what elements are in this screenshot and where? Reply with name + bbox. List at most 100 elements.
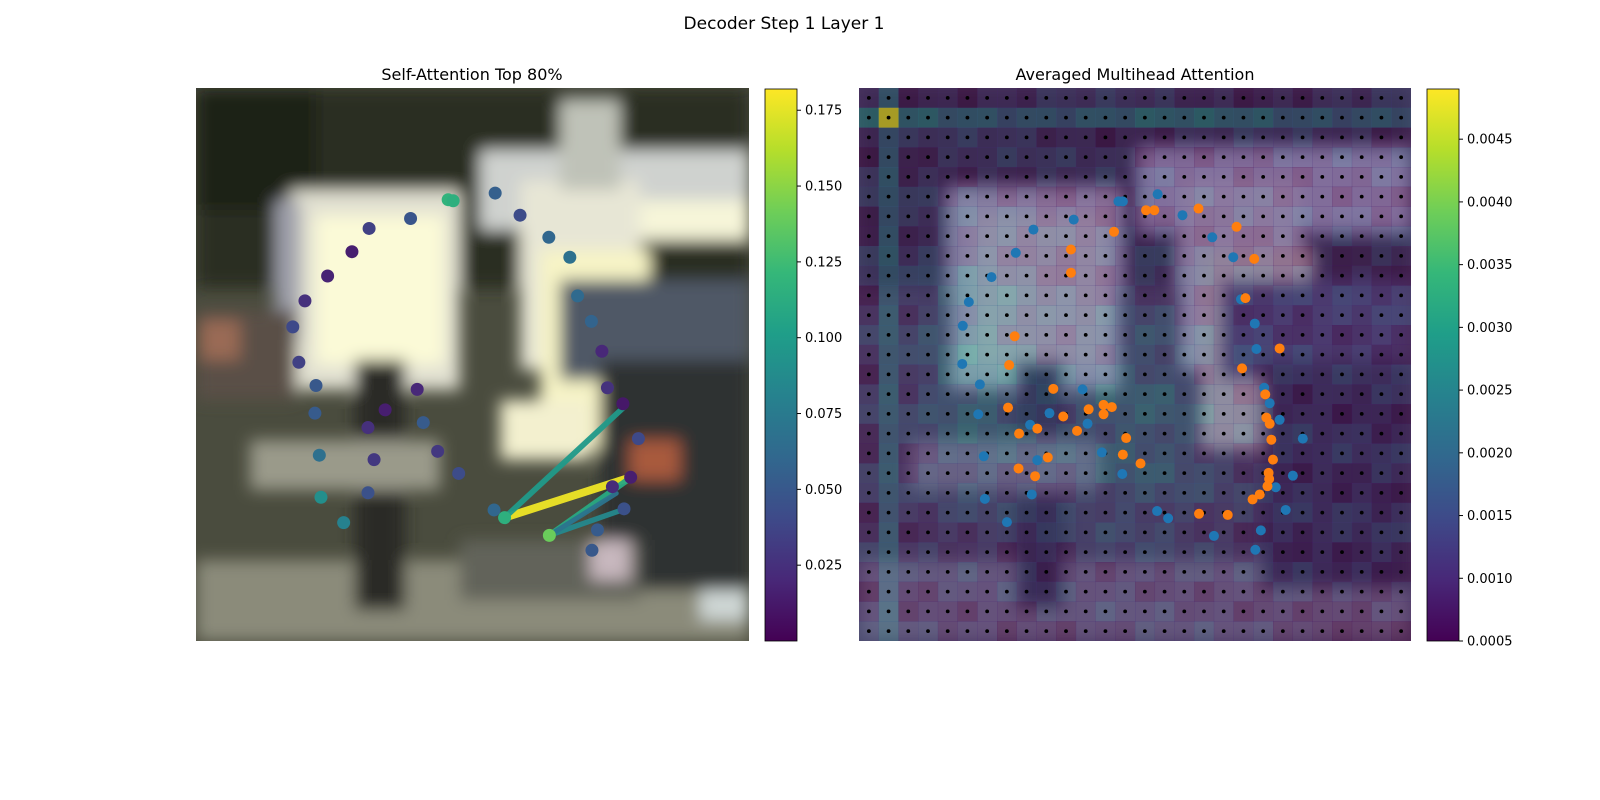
colorbar-tick-label: 0.150 — [805, 180, 842, 195]
grid-dot — [1340, 510, 1344, 515]
grid-dot — [1202, 273, 1206, 278]
grid-dot — [1182, 550, 1187, 555]
grid-dot — [866, 392, 871, 397]
grid-dot — [1261, 589, 1266, 594]
grid-dot — [1064, 253, 1068, 258]
grid-dot — [1024, 115, 1029, 120]
grid-dot — [1359, 194, 1364, 199]
grid-dot — [886, 530, 891, 535]
grid-dot — [866, 372, 871, 377]
grid-dot — [985, 530, 990, 535]
grid-dot — [1182, 569, 1187, 574]
grid-dot — [1142, 115, 1147, 120]
grid-dot — [1064, 451, 1068, 456]
keypoint-14 — [590, 523, 604, 537]
keypoint-36 — [367, 453, 381, 467]
grid-dot — [1280, 530, 1285, 535]
grid-dot — [1182, 253, 1187, 258]
grid-dot — [1399, 155, 1404, 160]
grid-dot — [1320, 392, 1325, 397]
grid-dot — [1261, 550, 1266, 555]
grid-dot — [1162, 530, 1167, 535]
grid-dot — [1359, 609, 1364, 614]
grid-dot — [1241, 273, 1246, 278]
grid-dot — [1162, 155, 1167, 160]
grid-dot — [1004, 431, 1009, 436]
grid-dot — [1083, 135, 1088, 140]
grid-dot — [1280, 273, 1285, 278]
grid-dot — [965, 471, 970, 476]
grid-dot — [965, 95, 970, 100]
grid-dot — [1221, 431, 1226, 436]
multihead-attention-colorbar-gradient — [1426, 88, 1460, 642]
grid-dot — [1340, 155, 1344, 160]
grid-dot — [866, 451, 871, 456]
grid-dot — [1261, 155, 1266, 160]
grid-dot — [886, 214, 891, 219]
grid-dot — [1280, 155, 1285, 160]
grid-dot — [985, 392, 990, 397]
grid-dot — [1300, 214, 1305, 219]
grid-dot — [926, 471, 930, 476]
grid-dot — [1399, 530, 1404, 535]
grid-dot — [1300, 609, 1305, 614]
grid-dot — [906, 372, 911, 377]
blue-point-15 — [1280, 504, 1291, 515]
grid-dot — [1044, 155, 1049, 160]
grid-dot — [1044, 194, 1049, 199]
grid-dot — [1241, 550, 1246, 555]
grid-dot — [1399, 135, 1404, 140]
grid-dot — [1280, 451, 1285, 456]
grid-dot — [1280, 629, 1285, 634]
grid-dot — [1221, 372, 1226, 377]
grid-dot — [906, 589, 911, 594]
grid-dot — [1083, 569, 1088, 574]
grid-dot — [1202, 490, 1206, 495]
grid-dot — [1340, 214, 1344, 219]
grid-dot — [965, 490, 970, 495]
grid-dot — [906, 313, 911, 318]
grid-dot — [1044, 174, 1049, 179]
grid-dot — [1221, 589, 1226, 594]
keypoint-6 — [584, 314, 598, 328]
grid-dot — [1241, 490, 1246, 495]
grid-dot — [866, 471, 871, 476]
grid-dot — [1202, 313, 1206, 318]
grid-dot — [985, 253, 990, 258]
grid-dot — [1162, 253, 1167, 258]
grid-dot — [1162, 174, 1167, 179]
grid-dot — [1024, 569, 1029, 574]
orange-point-40 — [1222, 509, 1233, 520]
grid-dot — [945, 253, 950, 258]
orange-point-13 — [1048, 383, 1059, 394]
self-attention-colorbar: 0.025 0.050 0.075 0.100 0.125 0.150 0.175 — [764, 88, 842, 642]
grid-dot — [1399, 451, 1404, 456]
grid-dot — [1300, 174, 1305, 179]
grid-dot — [1083, 451, 1088, 456]
grid-dot — [1300, 471, 1305, 476]
grid-dot — [1340, 530, 1344, 535]
grid-dot — [906, 609, 911, 614]
grid-dot — [945, 95, 950, 100]
colorbar-tick-label: 0.100 — [805, 331, 842, 346]
keypoint-9 — [616, 397, 630, 411]
grid-dot — [1202, 569, 1206, 574]
grid-dot — [1064, 95, 1068, 100]
grid-dot — [1359, 293, 1364, 298]
grid-dot — [906, 629, 911, 634]
grid-dot — [1379, 95, 1384, 100]
grid-dot — [1004, 115, 1009, 120]
grid-dot — [1359, 253, 1364, 258]
grid-dot — [1340, 431, 1344, 436]
grid-dot — [1320, 253, 1325, 258]
grid-dot — [1320, 629, 1325, 634]
grid-dot — [886, 95, 891, 100]
grid-dot — [1340, 629, 1344, 634]
grid-dot — [1182, 372, 1187, 377]
grid-dot — [1004, 372, 1009, 377]
grid-dot — [1142, 589, 1147, 594]
grid-dot — [1083, 629, 1088, 634]
orange-point-24 — [1121, 433, 1132, 444]
orange-point-14 — [1032, 423, 1043, 434]
grid-dot — [1399, 234, 1404, 239]
